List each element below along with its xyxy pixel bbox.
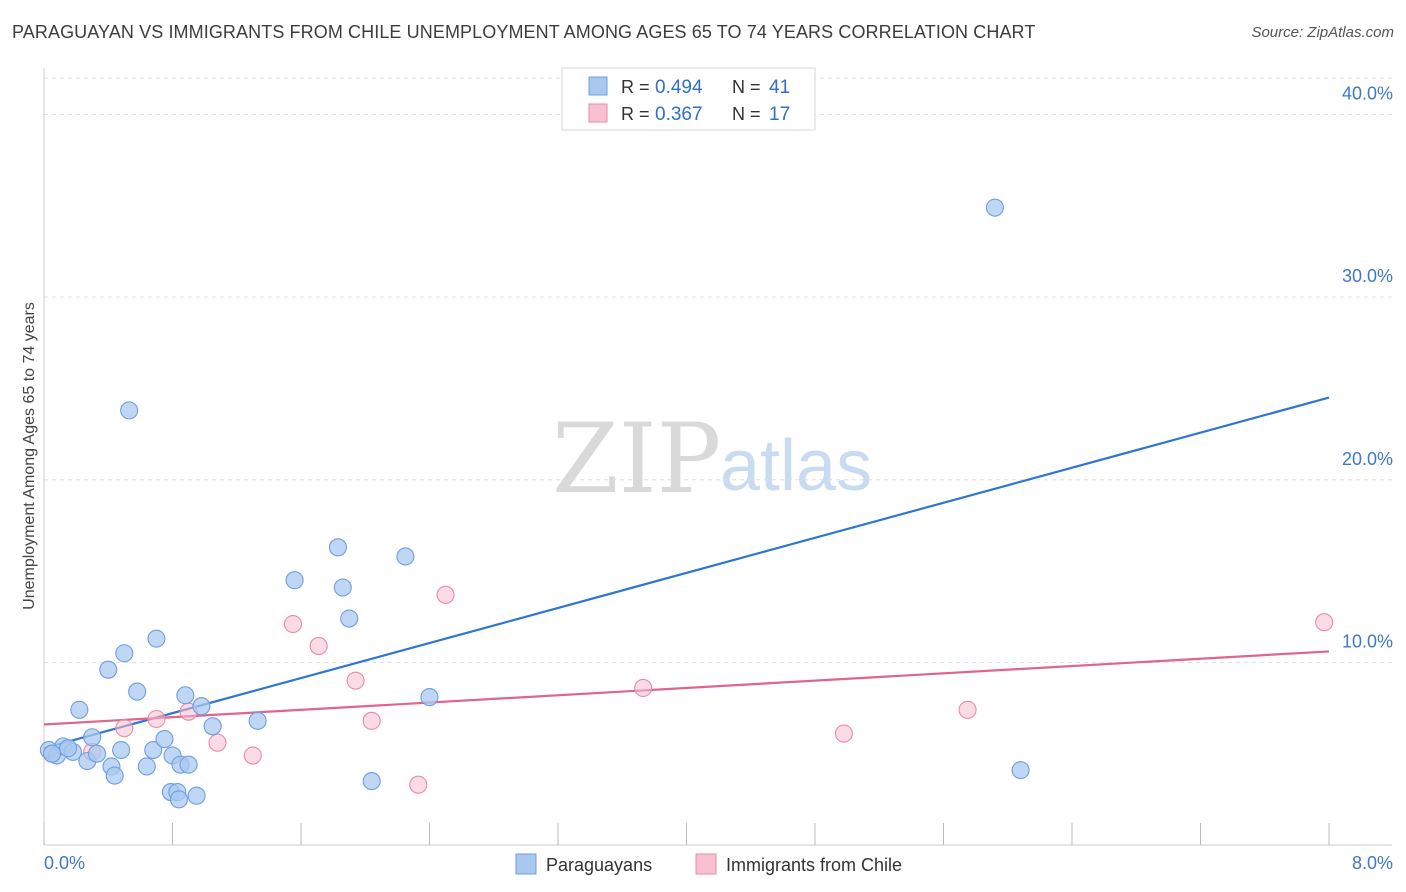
source-credit: Source: ZipAtlas.com — [1251, 24, 1394, 41]
series-legend-swatch-paraguayans — [515, 853, 537, 875]
point-paraguayans — [333, 578, 352, 597]
stats-legend-r-label-pink: R = — [621, 104, 650, 124]
trend-line-paraguayans — [43, 396, 1330, 750]
series-legend: Paraguayans Immigrants from Chile — [515, 853, 902, 875]
axis-layer — [43, 68, 1392, 846]
stats-legend: R = 0.494 N = 41 R = 0.367 N = 17 — [561, 67, 816, 131]
point-paraguayans — [192, 697, 211, 716]
stats-legend-n-value-pink: 17 — [769, 104, 790, 125]
watermark-atlas: atlas — [720, 426, 872, 506]
point-chile — [115, 719, 134, 738]
point-chile — [147, 709, 166, 729]
watermark-zip: ZIP — [552, 403, 721, 515]
point-chile — [208, 733, 227, 752]
grid-layer — [44, 77, 1392, 663]
point-paraguayans — [169, 790, 188, 809]
point-chile — [1315, 613, 1334, 632]
point-paraguayans — [362, 772, 381, 791]
y-tick-labels: 10.0% 20.0% 30.0% 40.0% — [1342, 84, 1393, 652]
point-paraguayans — [155, 730, 174, 749]
point-chile — [283, 614, 303, 634]
x-tick-label-max: 8.0% — [1352, 853, 1393, 873]
point-paraguayans — [285, 571, 304, 590]
point-paraguayans — [203, 717, 222, 736]
point-paraguayans — [187, 786, 206, 805]
point-chile — [436, 585, 455, 604]
chart-title: PARAGUAYAN VS IMMIGRANTS FROM CHILE UNEM… — [12, 22, 1036, 42]
stats-legend-r-label-blue: R = — [621, 77, 650, 97]
stats-legend-r-value-pink: 0.367 — [655, 104, 703, 125]
point-paraguayans — [248, 711, 267, 730]
point-paraguayans — [396, 547, 415, 566]
point-chile — [243, 746, 262, 765]
stats-legend-n-value-blue: 41 — [769, 77, 790, 98]
point-chile — [634, 678, 653, 697]
stats-legend-r-value-blue: 0.494 — [655, 77, 703, 98]
point-paraguayans — [115, 644, 134, 663]
stats-legend-swatch-blue — [588, 76, 608, 96]
series-legend-label-paraguayans: Paraguayans — [546, 855, 652, 875]
point-paraguayans — [137, 757, 156, 776]
point-paraguayans — [59, 739, 78, 758]
point-chile — [834, 724, 853, 743]
point-chile — [346, 671, 365, 690]
point-paraguayans — [42, 744, 62, 763]
point-chile — [309, 636, 328, 655]
y-tick-label: 40.0% — [1342, 84, 1393, 104]
point-paraguayans — [87, 744, 107, 763]
x-tick-labels: 0.0% 8.0% — [44, 853, 1393, 873]
stats-legend-n-label-pink: N = — [732, 104, 761, 124]
stats-legend-n-label-blue: N = — [732, 77, 761, 97]
point-paraguayans — [144, 740, 163, 760]
y-tick-label: 10.0% — [1342, 631, 1393, 651]
x-tick-label-min: 0.0% — [44, 853, 85, 873]
point-paraguayans — [179, 755, 198, 774]
point-paraguayans — [70, 700, 89, 719]
point-paraguayans — [340, 609, 359, 628]
stats-legend-swatch-pink — [588, 103, 608, 123]
data-points — [39, 198, 1334, 809]
y-tick-label: 30.0% — [1342, 266, 1393, 286]
point-paraguayans — [176, 686, 195, 705]
point-paraguayans — [105, 766, 124, 785]
point-paraguayans — [1011, 761, 1030, 780]
series-legend-label-chile: Immigrants from Chile — [726, 855, 902, 875]
point-paraguayans — [120, 401, 139, 420]
point-paraguayans — [83, 728, 102, 747]
point-paraguayans — [328, 538, 347, 557]
point-paraguayans — [420, 688, 439, 707]
point-chile — [362, 711, 381, 730]
point-chile — [958, 700, 977, 719]
point-paraguayans — [128, 682, 147, 701]
point-chile — [409, 775, 428, 794]
y-tick-label: 20.0% — [1342, 449, 1393, 469]
point-paraguayans — [99, 660, 118, 679]
point-paraguayans — [147, 629, 166, 648]
point-paraguayans — [985, 198, 1004, 217]
point-paraguayans — [112, 740, 131, 760]
series-legend-swatch-chile — [695, 853, 717, 875]
y-axis-label: Unemployment Among Ages 65 to 74 years — [21, 302, 38, 610]
